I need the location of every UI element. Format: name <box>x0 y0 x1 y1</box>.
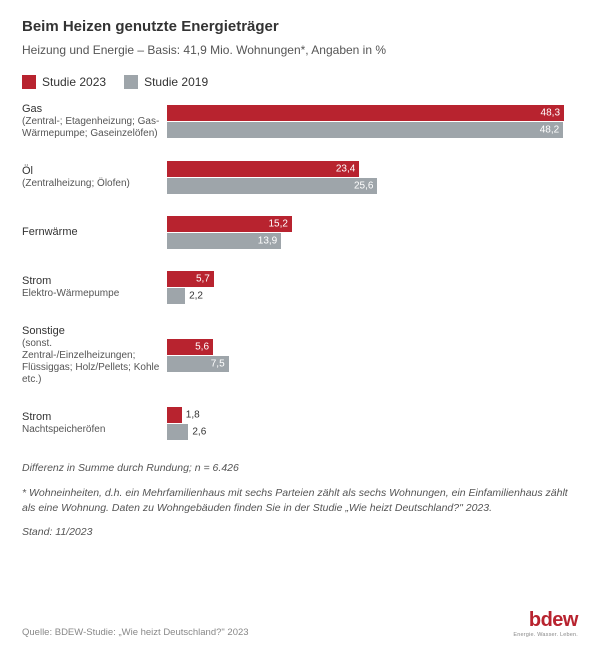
row-label-main: Gas <box>22 103 161 116</box>
legend-swatch-2019 <box>124 75 138 89</box>
row-label: StromNachtspeicheröfen <box>22 411 167 436</box>
bars-group: 15,2 13,9 <box>167 215 578 250</box>
bar-2023: 48,3 <box>167 105 564 121</box>
bar-2019-value: 2,6 <box>192 427 206 438</box>
bar-2023-value: 23,4 <box>336 164 355 175</box>
row-label: StromElektro-Wärmepumpe <box>22 275 167 300</box>
bar-2023-value: 1,8 <box>186 410 200 421</box>
bar-2023: 5,7 <box>167 271 214 287</box>
bars-group: 5,67,5 <box>167 338 578 373</box>
legend-label-2019: Studie 2019 <box>144 75 208 89</box>
bar-2023: 15,2 <box>167 216 292 232</box>
legend-item-2019: Studie 2019 <box>124 75 208 89</box>
bar-2019-wrap: 7,5 <box>167 356 578 372</box>
row-label-main: Fernwärme <box>22 226 161 239</box>
chart-row: StromElektro-Wärmepumpe 5,7 2,2 <box>22 270 578 305</box>
bar-2023-wrap: 23,4 <box>167 161 578 177</box>
bdew-logo: bdew Energie. Wasser. Leben. <box>513 609 578 638</box>
legend-item-2023: Studie 2023 <box>22 75 106 89</box>
row-label: Sonstige(sonst. Zentral-/Einzelheizungen… <box>22 325 167 386</box>
bar-2019-value: 7,5 <box>211 359 225 370</box>
note-diff: Differenz in Summe durch Rundung; n = 6.… <box>22 461 578 476</box>
row-label: Fernwärme <box>22 226 167 239</box>
bar-2019-wrap: 48,2 <box>167 122 578 138</box>
bar-2023-wrap: 5,6 <box>167 339 578 355</box>
bars-group: 23,4 25,6 <box>167 160 578 195</box>
source-line: Quelle: BDEW-Studie: „Wie heizt Deutschl… <box>22 627 249 638</box>
bar-2023-value: 15,2 <box>268 219 287 230</box>
row-label-main: Öl <box>22 165 161 178</box>
chart-row: Fernwärme 15,2 13,9 <box>22 215 578 250</box>
bar-2019-wrap: 25,6 <box>167 178 578 194</box>
bars-group: 5,7 2,2 <box>167 270 578 305</box>
bar-2019-wrap: 13,9 <box>167 233 578 249</box>
row-label-sub: Nachtspeicheröfen <box>22 424 161 436</box>
bar-2019-value: 2,2 <box>189 291 203 302</box>
bar-2019-value: 25,6 <box>354 181 373 192</box>
chart-row: Gas(Zentral-; Etagenheizung; Gas-Wärmepu… <box>22 103 578 140</box>
bar-2023-wrap: 48,3 <box>167 105 578 121</box>
bar-2023-value: 5,6 <box>195 342 209 353</box>
note-star: * Wohneinheiten, d.h. ein Mehrfamilienha… <box>22 486 578 515</box>
bar-2023: 23,4 <box>167 161 359 177</box>
chart-subtitle: Heizung und Energie – Basis: 41,9 Mio. W… <box>22 43 578 57</box>
logo-tagline: Energie. Wasser. Leben. <box>513 632 578 638</box>
chart-row: StromNachtspeicheröfen1,82,6 <box>22 406 578 441</box>
bars-group: 48,3 48,2 <box>167 104 578 139</box>
bar-2019: 7,5 <box>167 356 229 372</box>
row-label-main: Strom <box>22 411 161 424</box>
bars-group: 1,82,6 <box>167 406 578 441</box>
bar-2019: 2,2 <box>167 288 185 304</box>
row-label-main: Strom <box>22 275 161 288</box>
bar-2023: 1,8 <box>167 407 182 423</box>
bar-2019-value: 48,2 <box>540 125 559 136</box>
row-label-sub: (Zentral-; Etagenheizung; Gas-Wärmepumpe… <box>22 116 161 140</box>
note-stand: Stand: 11/2023 <box>22 525 578 540</box>
row-label: Öl(Zentralheizung; Ölofen) <box>22 165 167 190</box>
bar-2019-wrap: 2,6 <box>167 424 578 440</box>
bar-2019: 48,2 <box>167 122 563 138</box>
row-label-sub: (sonst. Zentral-/Einzelheizungen; Flüssi… <box>22 338 161 386</box>
bar-2019: 25,6 <box>167 178 377 194</box>
legend: Studie 2023 Studie 2019 <box>22 75 578 89</box>
bar-2023-wrap: 5,7 <box>167 271 578 287</box>
bar-2023-wrap: 15,2 <box>167 216 578 232</box>
bar-2023-wrap: 1,8 <box>167 407 578 423</box>
bar-chart: Gas(Zentral-; Etagenheizung; Gas-Wärmepu… <box>22 103 578 441</box>
chart-row: Sonstige(sonst. Zentral-/Einzelheizungen… <box>22 325 578 386</box>
footnotes: Differenz in Summe durch Rundung; n = 6.… <box>22 461 578 540</box>
bar-2019-wrap: 2,2 <box>167 288 578 304</box>
logo-text: bdew <box>529 609 578 632</box>
bar-2019: 13,9 <box>167 233 281 249</box>
legend-swatch-2023 <box>22 75 36 89</box>
row-label-sub: Elektro-Wärmepumpe <box>22 288 161 300</box>
chart-title: Beim Heizen genutzte Energieträger <box>22 18 578 35</box>
row-label-main: Sonstige <box>22 325 161 338</box>
bar-2023-value: 5,7 <box>196 274 210 285</box>
bar-2023-value: 48,3 <box>541 108 560 119</box>
row-label: Gas(Zentral-; Etagenheizung; Gas-Wärmepu… <box>22 103 167 140</box>
bar-2019-value: 13,9 <box>258 236 277 247</box>
row-label-sub: (Zentralheizung; Ölofen) <box>22 178 161 190</box>
bar-2023: 5,6 <box>167 339 213 355</box>
bar-2019: 2,6 <box>167 424 188 440</box>
chart-row: Öl(Zentralheizung; Ölofen) 23,4 25,6 <box>22 160 578 195</box>
legend-label-2023: Studie 2023 <box>42 75 106 89</box>
